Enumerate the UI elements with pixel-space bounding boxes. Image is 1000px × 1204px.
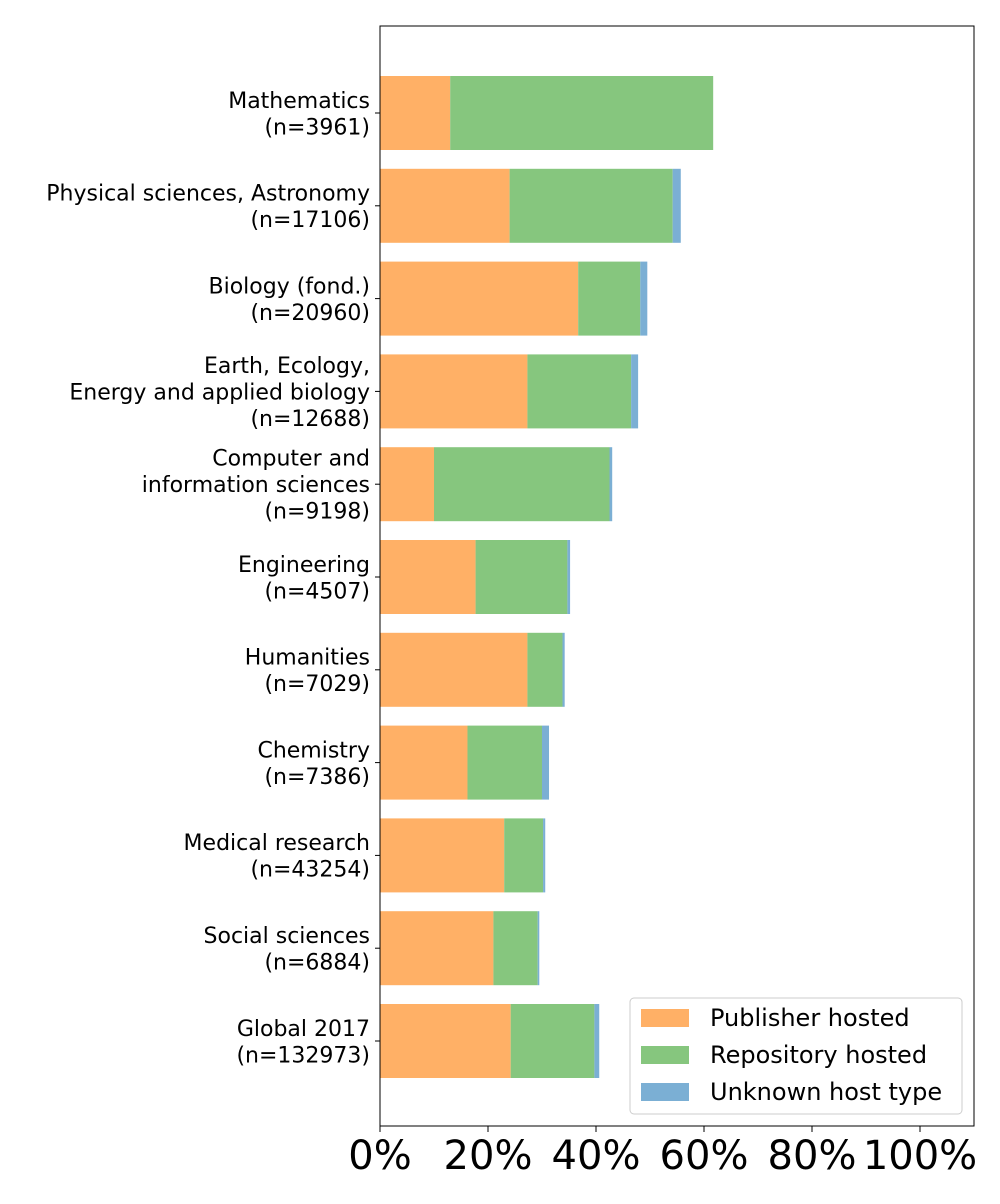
y-tick-label-1: Physical sciences, Astronomy (n=17106) (46, 182, 370, 234)
bar-publisher-hosted-3 (380, 354, 528, 429)
y-tick-label-line: (n=7029) (264, 672, 370, 697)
bar-unknown-host-type-1 (672, 168, 681, 243)
bars-layer (380, 76, 714, 1078)
bar-publisher-hosted-5 (380, 540, 476, 614)
y-tick-label-line: (n=43254) (250, 858, 370, 883)
bar-publisher-hosted-6 (380, 632, 528, 707)
bar-repository-hosted-4 (434, 447, 610, 522)
plot-frame (379, 25, 975, 1127)
bar-publisher-hosted-8 (380, 818, 505, 893)
y-tick-label-line: (n=132973) (236, 1043, 370, 1068)
y-tick-label-line: Mathematics (228, 89, 370, 114)
bar-unknown-host-type-3 (631, 354, 639, 429)
y-tick-label-7: Chemistry (n=7386) (257, 738, 370, 790)
bar-publisher-hosted-4 (380, 447, 434, 522)
y-tick-label-line: (n=4507) (264, 579, 370, 604)
x-tick-label-4: 80% (768, 1133, 857, 1179)
bar-publisher-hosted-9 (380, 911, 494, 986)
y-tick-label-line: Medical research (184, 831, 370, 856)
bar-unknown-host-type-10 (594, 1004, 600, 1078)
y-tick-label-line: Chemistry (257, 738, 370, 763)
y-tick-label-line: Biology (fond.) (209, 274, 371, 299)
y-tick-label-line: (n=20960) (250, 301, 370, 326)
x-tick-label-0: 0% (348, 1133, 411, 1179)
legend-swatch-0 (641, 1009, 689, 1027)
bar-unknown-host-type-2 (640, 261, 648, 336)
y-tick-label-line: (n=6884) (264, 950, 370, 975)
bar-publisher-hosted-10 (380, 1004, 511, 1078)
y-tick-label-2: Biology (fond.) (n=20960) (209, 274, 371, 326)
y-tick-label-line: Humanities (245, 646, 370, 671)
legend-box (629, 997, 963, 1115)
y-tick-label-4: Computer and information sciences (n=9198) (142, 447, 370, 525)
x-tick-label-2: 40% (552, 1133, 641, 1179)
bar-unknown-host-type-9 (537, 911, 540, 986)
y-tick-label-line: (n=9198) (264, 500, 370, 525)
bar-unknown-host-type-8 (543, 818, 546, 893)
bar-repository-hosted-5 (475, 540, 568, 614)
y-tick-label-line: Engineering (238, 553, 370, 578)
x-tick-label-3: 60% (660, 1133, 749, 1179)
bar-unknown-host-type-6 (562, 632, 565, 707)
y-tick-label-line: Social sciences (204, 924, 370, 949)
bar-publisher-hosted-1 (380, 168, 510, 243)
y-axis: Mathematics (n=3961) Physical sciences, As… (46, 89, 380, 1069)
y-tick-label-0: Mathematics (n=3961) (228, 89, 370, 141)
y-tick-label-line: Earth, Ecology, (204, 354, 370, 379)
bar-repository-hosted-10 (510, 1004, 595, 1078)
x-tick-label-5: 100% (863, 1133, 977, 1179)
legend-swatch-1 (641, 1046, 689, 1064)
y-tick-label-line: Energy and applied biology (69, 380, 370, 405)
x-tick-label-1: 20% (444, 1133, 533, 1179)
y-tick-label-9: Social sciences (n=6884) (204, 924, 370, 976)
bar-repository-hosted-0 (450, 76, 714, 150)
bar-unknown-host-type-4 (609, 447, 613, 522)
bar-publisher-hosted-2 (380, 261, 579, 336)
bar-publisher-hosted-0 (380, 76, 451, 150)
y-tick-label-6: Humanities (n=7029) (245, 646, 370, 698)
x-axis: 0% 20% 40% 60% 80% 100% (348, 1126, 977, 1179)
y-tick-label-line: Physical sciences, Astronomy (46, 182, 370, 207)
legend-label-0: Publisher hosted (710, 1004, 910, 1032)
y-tick-label-8: Medical research (n=43254) (184, 831, 370, 883)
legend-swatch-2 (641, 1083, 689, 1101)
y-tick-label-line: (n=12688) (250, 407, 370, 432)
y-tick-label-line: (n=3961) (264, 115, 370, 140)
bar-repository-hosted-9 (493, 911, 538, 986)
legend-label-1: Repository hosted (710, 1041, 927, 1069)
y-tick-label-5: Engineering (n=4507) (238, 553, 370, 605)
y-tick-label-10: Global 2017 (n=132973) (236, 1017, 370, 1069)
y-tick-label-line: Global 2017 (237, 1017, 370, 1042)
bar-unknown-host-type-5 (567, 540, 571, 614)
bar-repository-hosted-6 (527, 632, 563, 707)
bar-publisher-hosted-7 (380, 725, 468, 800)
y-tick-label-line: (n=7386) (264, 765, 370, 790)
bar-repository-hosted-7 (467, 725, 542, 800)
legend-label-2: Unknown host type (710, 1078, 942, 1106)
y-tick-label-line: (n=17106) (250, 208, 370, 233)
y-tick-label-line: Computer and (212, 447, 370, 472)
legend: Publisher hosted Repository hosted Unknown… (629, 997, 963, 1115)
bar-unknown-host-type-7 (542, 725, 550, 800)
bar-repository-hosted-1 (509, 168, 673, 243)
y-tick-label-line: information sciences (142, 473, 370, 498)
bar-repository-hosted-2 (578, 261, 641, 336)
bar-repository-hosted-8 (504, 818, 544, 893)
y-tick-label-3: Earth, Ecology, Energy and applied biolog… (69, 354, 370, 432)
bar-repository-hosted-3 (527, 354, 632, 429)
